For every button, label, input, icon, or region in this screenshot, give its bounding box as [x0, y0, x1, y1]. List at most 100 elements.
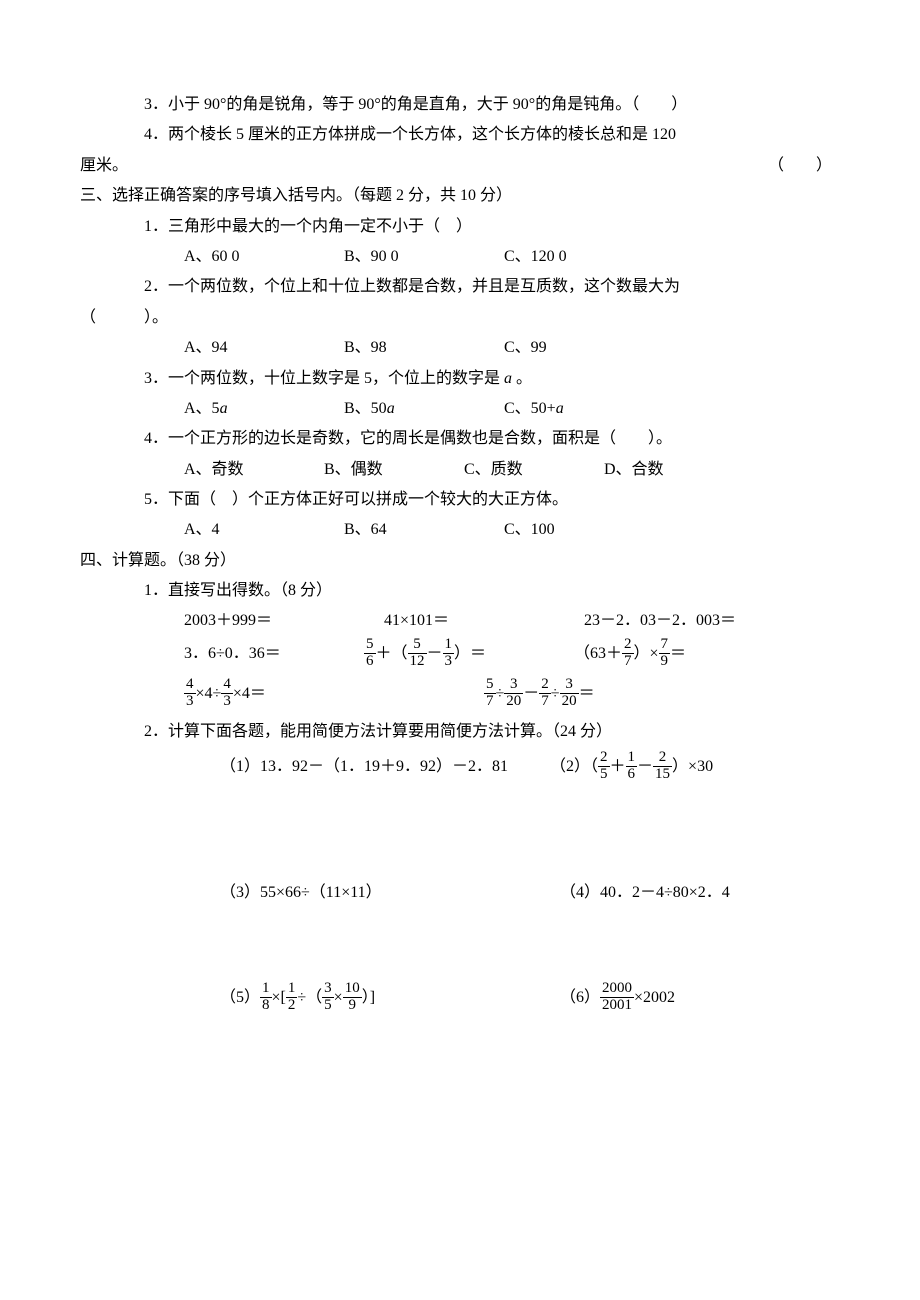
fraction: 320	[560, 677, 579, 710]
calc-pair-1-2: （1）13．92－（1．19＋9．92）－2．81 （2）（ 25 ＋ 16 －…	[80, 751, 840, 784]
option-c[interactable]: C、质数	[464, 455, 604, 485]
sec3-q3-options: A、5a B、50a C、50+a	[80, 394, 840, 424]
tf-q3: 3．小于 90°的角是锐角，等于 90°的角是直角，大于 90°的角是钝角。（ …	[80, 90, 840, 120]
expr: 41×101＝	[384, 607, 584, 634]
expr-4: （4）40．2－4÷80×2．4	[560, 878, 730, 908]
fraction: 43	[221, 677, 233, 710]
sec4-p1-title: 1．直接写出得数。（8 分）	[80, 576, 840, 606]
text: （63＋	[574, 639, 622, 669]
text: ）＝	[454, 639, 486, 669]
tf-q4-blank[interactable]: （ ）	[768, 151, 832, 181]
tf-q4-line1: 4．两个棱长 5 厘米的正方体拼成一个长方体，这个长方体的棱长总和是 120	[80, 120, 840, 150]
fraction: 109	[343, 981, 362, 1014]
text: －	[637, 752, 653, 782]
text: ×4÷	[196, 679, 222, 709]
sec3-q2-stem1: 2．一个两位数，个位上和十位上数都是合数，并且是互质数，这个数最大为	[80, 272, 840, 302]
text: C、50+	[504, 400, 556, 417]
text: ×	[334, 983, 343, 1013]
workspace-gap	[80, 788, 840, 878]
text: ÷	[496, 679, 505, 709]
text: （6）	[560, 983, 600, 1013]
variable-a: a	[556, 400, 564, 417]
expr-1: （1）13．92－（1．19＋9．92）－2．81	[220, 752, 550, 782]
text: A、5	[184, 400, 220, 417]
fraction: 25	[598, 750, 610, 783]
fraction: 215	[653, 750, 672, 783]
fraction: 43	[184, 677, 196, 710]
option-c[interactable]: C、99	[504, 333, 664, 363]
text: B、50	[344, 400, 387, 417]
fraction: 12	[286, 981, 298, 1014]
sec3-q4-stem: 4．一个正方形的边长是奇数，它的周长是偶数也是合数，面积是（ ）。	[80, 424, 840, 454]
sec3-q2-stem2: （ ）。	[80, 303, 840, 333]
fraction: 27	[622, 637, 634, 670]
text: ×[	[272, 983, 286, 1013]
fraction: 512	[408, 637, 427, 670]
text: ）×	[634, 639, 659, 669]
fraction: 18	[260, 981, 272, 1014]
option-c[interactable]: C、50+a	[504, 394, 664, 424]
option-b[interactable]: B、偶数	[324, 455, 464, 485]
fraction: 79	[659, 637, 671, 670]
expr: 2003＋999＝	[184, 607, 384, 634]
sec3-q1-options: A、60 0 B、90 0 C、120 0	[80, 242, 840, 272]
sec3-q2-options: A、94 B、98 C、99	[80, 333, 840, 363]
text: －	[427, 639, 443, 669]
text: －	[523, 679, 539, 709]
text: ＝	[670, 639, 686, 669]
expr-5: （5） 18 ×[ 12 ÷（ 35 × 109 ）]	[220, 982, 560, 1015]
calc-row-3: 43 ×4÷ 43 ×4＝ 57 ÷ 320 － 27 ÷ 320 ＝	[80, 678, 840, 711]
fraction: 57	[484, 677, 496, 710]
option-c[interactable]: C、100	[504, 515, 664, 545]
option-b[interactable]: B、98	[344, 333, 504, 363]
option-a[interactable]: A、5a	[184, 394, 344, 424]
fraction: 56	[364, 637, 376, 670]
sec3-q5-options: A、4 B、64 C、100	[80, 515, 840, 545]
tf-q4-line2-left: 厘米。	[80, 151, 128, 181]
variable-a: a	[387, 400, 395, 417]
option-b[interactable]: B、50a	[344, 394, 504, 424]
text: ＋（	[376, 639, 408, 669]
text: ×2002	[634, 983, 675, 1013]
expr: （63＋ 27 ）× 79 ＝	[574, 638, 686, 671]
text: （5）	[220, 983, 260, 1013]
option-b[interactable]: B、90 0	[344, 242, 504, 272]
tf-q4: 4．两个棱长 5 厘米的正方体拼成一个长方体，这个长方体的棱长总和是 120 厘…	[80, 120, 840, 181]
option-a[interactable]: A、94	[184, 333, 344, 363]
text: ÷（	[297, 983, 322, 1013]
sec4-title: 四、计算题。（38 分）	[80, 546, 840, 576]
sec3-q4-options: A、奇数 B、偶数 C、质数 D、合数	[80, 455, 840, 485]
fraction: 13	[443, 637, 455, 670]
option-d[interactable]: D、合数	[604, 455, 744, 485]
option-c[interactable]: C、120 0	[504, 242, 664, 272]
text: ÷	[551, 679, 560, 709]
fraction: 27	[539, 677, 551, 710]
sec3-q3-stem: 3．一个两位数，十位上数字是 5，个位上的数字是 a 。	[80, 364, 840, 394]
variable-a: a	[220, 400, 228, 417]
expr: 56 ＋（ 512 － 13 ）＝	[364, 638, 574, 671]
expr: 3．6÷0．36＝	[184, 639, 364, 669]
sec3-q1-stem: 1．三角形中最大的一个内角一定不小于（ ）	[80, 212, 840, 242]
text: ）]	[362, 983, 375, 1013]
text: ＝	[579, 679, 595, 709]
option-b[interactable]: B、64	[344, 515, 504, 545]
text: （1）13．92－（1．19＋9．92）－2．81	[220, 752, 508, 782]
text: ）×30	[672, 752, 713, 782]
option-a[interactable]: A、奇数	[184, 455, 324, 485]
fraction: 20002001	[600, 981, 634, 1014]
expr-6: （6） 20002001 ×2002	[560, 982, 675, 1015]
option-a[interactable]: A、60 0	[184, 242, 344, 272]
calc-pair-5-6: （5） 18 ×[ 12 ÷（ 35 × 109 ）] （6） 20002001…	[80, 982, 840, 1015]
calc-pair-3-4: （3）55×66÷（11×11） （4）40．2－4÷80×2．4	[80, 878, 840, 908]
text: 3．6÷0．36＝	[184, 639, 281, 669]
option-a[interactable]: A、4	[184, 515, 344, 545]
expr-3: （3）55×66÷（11×11）	[220, 878, 560, 908]
calc-row-1: 2003＋999＝ 41×101＝ 23－2．03－2．003＝	[80, 607, 840, 634]
variable-a: a	[504, 370, 512, 387]
sec3-q5-stem: 5．下面（ ）个正方体正好可以拼成一个较大的大正方体。	[80, 485, 840, 515]
fraction: 320	[504, 677, 523, 710]
fraction: 16	[626, 750, 638, 783]
expr: 43 ×4÷ 43 ×4＝	[184, 678, 484, 711]
expr: 23－2．03－2．003＝	[584, 607, 736, 634]
text: （2）（	[550, 752, 598, 782]
